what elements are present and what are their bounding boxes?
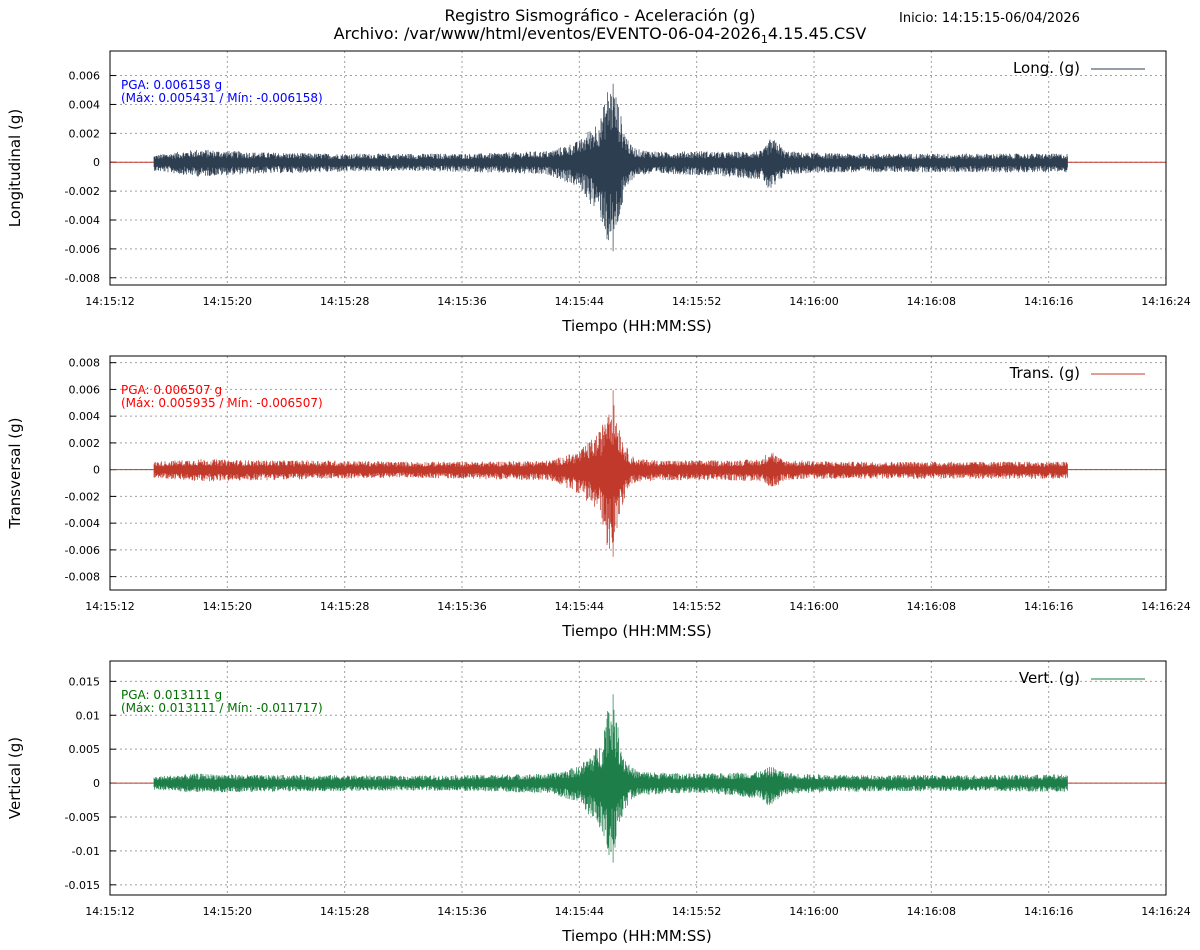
x-tick-label: 14:15:52 <box>672 905 721 918</box>
y-tick-label: -0.01 <box>72 845 100 858</box>
y-tick-label: 0.002 <box>69 437 101 450</box>
y-tick-label: -0.005 <box>65 811 100 824</box>
x-axis-label: Tiempo (HH:MM:SS) <box>561 927 711 945</box>
y-tick-label: -0.015 <box>65 879 100 892</box>
y-tick-label: -0.004 <box>65 214 100 227</box>
y-tick-label: 0.005 <box>69 743 101 756</box>
pga-label: PGA: 0.006158 g <box>121 78 222 92</box>
y-axis-label: Vertical (g) <box>6 737 24 819</box>
legend-label: Trans. (g) <box>1009 364 1080 382</box>
chart-trans: 0.008 0.006 0.004 0.002 0 -0.002 -0.004 -0.006 -… <box>6 355 1191 640</box>
y-tick-label: 0.006 <box>69 70 101 83</box>
y-tick-label: -0.006 <box>65 544 100 557</box>
x-tick-label: 14:16:08 <box>907 905 956 918</box>
x-tick-label: 14:16:16 <box>1024 600 1073 613</box>
x-tick-label: 14:16:24 <box>1141 905 1190 918</box>
max-min-label: (Máx: 0.013111 / Mín: -0.011717) <box>121 701 323 715</box>
x-axis-label: Tiempo (HH:MM:SS) <box>561 622 711 640</box>
plot-frame <box>109 50 1167 286</box>
plot-frame <box>109 355 1167 591</box>
x-tick-label: 14:15:52 <box>672 600 721 613</box>
series-vert-trace <box>153 694 1068 863</box>
x-tick-label: 14:15:28 <box>320 600 369 613</box>
x-tick-label: 14:15:20 <box>203 295 252 308</box>
x-tick-label: 14:16:00 <box>789 295 838 308</box>
series-long-trace <box>153 83 1068 252</box>
chart-long: 0.006 0.004 0.002 0 -0.002 -0.004 -0.006 -0.008… <box>6 50 1191 335</box>
x-tick-label: 14:16:08 <box>907 295 956 308</box>
y-tick-label: -0.008 <box>65 272 100 285</box>
series-trans-trace <box>153 390 1068 557</box>
legend-label: Vert. (g) <box>1019 669 1080 687</box>
x-tick-label: 14:15:44 <box>555 295 604 308</box>
file-path-tail: 4.15.45.CSV <box>767 24 867 43</box>
chart-subtitle-file: Archivo: /var/www/html/eventos/EVENTO-06… <box>0 24 1200 49</box>
x-tick-label: 14:15:36 <box>437 295 486 308</box>
plot-frame <box>109 660 1167 896</box>
max-min-label: (Máx: 0.005935 / Mín: -0.006507) <box>121 396 323 410</box>
y-tick-label: 0.002 <box>69 127 101 140</box>
max-min-label: (Máx: 0.005431 / Mín: -0.006158) <box>121 91 323 105</box>
x-tick-label: 14:15:44 <box>555 600 604 613</box>
y-tick-label: 0.008 <box>69 357 101 370</box>
y-tick-label: -0.002 <box>65 185 100 198</box>
x-tick-label: 14:16:24 <box>1141 295 1190 308</box>
x-axis-label: Tiempo (HH:MM:SS) <box>561 317 711 335</box>
x-tick-label: 14:15:52 <box>672 295 721 308</box>
y-axis-label: Longitudinal (g) <box>6 109 24 227</box>
y-tick-label: 0.004 <box>69 410 101 423</box>
x-tick-label: 14:16:08 <box>907 600 956 613</box>
y-tick-label: 0 <box>93 156 100 169</box>
x-tick-label: 14:15:20 <box>203 600 252 613</box>
y-tick-label: 0 <box>93 464 100 477</box>
y-tick-label: 0.015 <box>69 675 101 688</box>
y-tick-label: 0 <box>93 777 100 790</box>
x-tick-label: 14:15:12 <box>85 295 134 308</box>
start-time-label: Inicio: 14:15:15-06/04/2026 <box>899 11 1080 26</box>
x-tick-label: 14:15:36 <box>437 600 486 613</box>
y-tick-label: -0.004 <box>65 517 100 530</box>
y-tick-label: 0.01 <box>76 709 101 722</box>
x-tick-label: 14:16:24 <box>1141 600 1190 613</box>
x-tick-label: 14:15:20 <box>203 905 252 918</box>
x-tick-label: 14:15:12 <box>85 600 134 613</box>
file-path-text: Archivo: /var/www/html/eventos/EVENTO-06… <box>333 24 761 43</box>
y-tick-label: -0.006 <box>65 243 100 256</box>
x-tick-label: 14:16:16 <box>1024 295 1073 308</box>
y-tick-label: 0.004 <box>69 98 101 111</box>
x-tick-label: 14:15:36 <box>437 905 486 918</box>
x-tick-label: 14:16:00 <box>789 905 838 918</box>
x-tick-label: 14:16:00 <box>789 600 838 613</box>
x-tick-label: 14:15:28 <box>320 905 369 918</box>
y-axis-label: Transversal (g) <box>6 417 24 529</box>
y-tick-label: 0.006 <box>69 383 101 396</box>
chart-title: Registro Sismográfico - Aceleración (g) <box>444 6 756 25</box>
y-tick-label: -0.002 <box>65 490 100 503</box>
file-path-subscript: 1 <box>760 33 768 46</box>
pga-label: PGA: 0.006507 g <box>121 383 222 397</box>
x-tick-label: 14:15:28 <box>320 295 369 308</box>
pga-label: PGA: 0.013111 g <box>121 688 222 702</box>
x-tick-label: 14:15:12 <box>85 905 134 918</box>
y-tick-label: -0.008 <box>65 571 100 584</box>
legend-label: Long. (g) <box>1013 59 1080 77</box>
x-tick-label: 14:16:16 <box>1024 905 1073 918</box>
x-tick-label: 14:15:44 <box>555 905 604 918</box>
chart-vert: 0.015 0.01 0.005 0 -0.005 -0.01 -0.015 14:15:12… <box>6 660 1191 945</box>
